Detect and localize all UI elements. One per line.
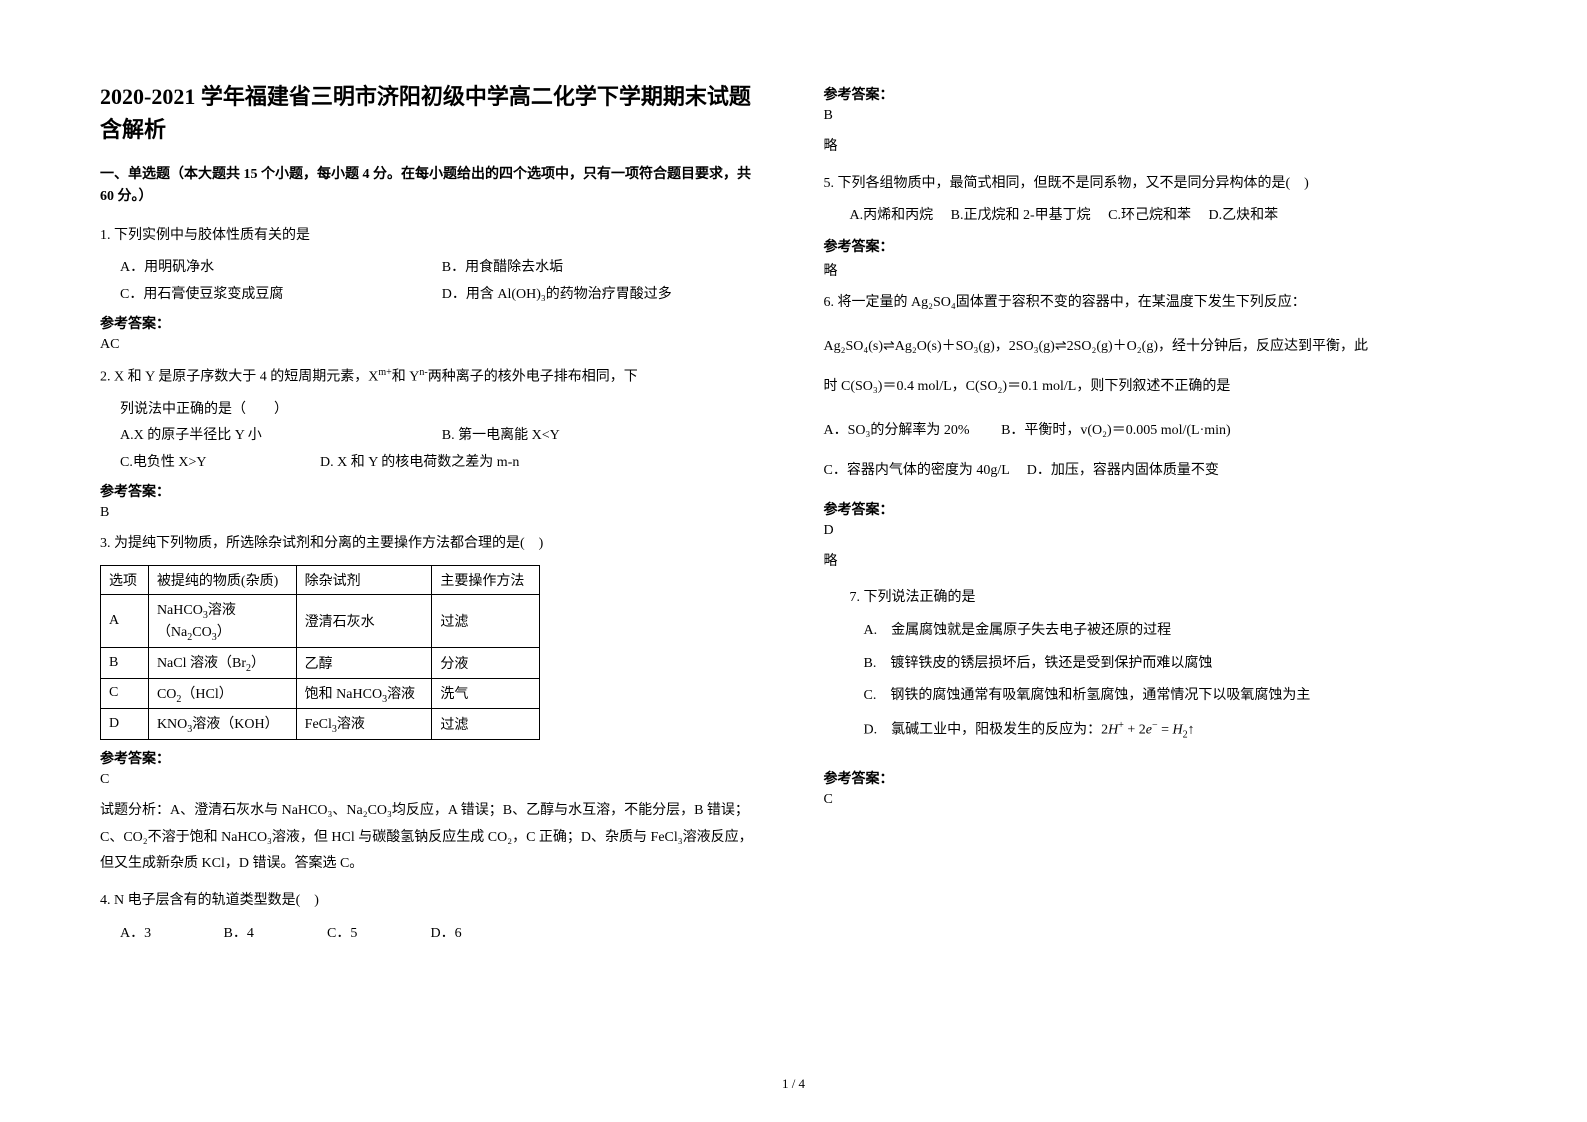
q2-c: C.电负性 X>Y <box>120 450 320 477</box>
q5-ans: 略 <box>824 260 1488 280</box>
q6-ans: D <box>824 523 1488 539</box>
q2-a: A.X 的原子半径比 Y 小 <box>120 423 442 450</box>
section-intro: 一、单选题（本大题共 15 个小题，每小题 4 分。在每小题给出的四个选项中，只… <box>100 164 764 209</box>
q5-opts: A.丙烯和丙烷 B.正戊烷和 2-甲基丁烷 C.环己烷和苯 D.乙炔和苯 <box>824 203 1488 230</box>
table-row: B NaCl 溶液（Br2） 乙醇 分液 <box>101 647 540 678</box>
q4-d: D．6 <box>431 921 531 948</box>
q2-row2: C.电负性 X>Y D. X 和 Y 的核电荷数之差为 m-n <box>100 450 764 477</box>
doc-title: 2020-2021 学年福建省三明市济阳初级中学高二化学下学期期末试题含解析 <box>100 80 764 146</box>
cell: 饱和 NaHCO3溶液 <box>296 678 432 709</box>
cell: 分液 <box>432 647 540 678</box>
q5-ans-label: 参考答案： <box>824 236 1488 256</box>
q6-stem: 6. 将一定量的 Ag₂SO₄固体置于容积不变的容器中，在某温度下发生下列反应： <box>824 290 1488 317</box>
q1-d: D．用含 Al(OH)₃的药物治疗胃酸过多 <box>442 282 764 309</box>
q7-stem: 7. 下列说法正确的是 <box>824 585 1488 612</box>
q7-d: D. 氯碱工业中，阳极发生的反应为：2H+ + 2e− = H2↑ <box>824 716 1488 744</box>
cell: NaHCO3溶液（Na2CO3） <box>148 595 296 648</box>
q1-row2: C．用石膏使豆浆变成豆腐 D．用含 Al(OH)₃的药物治疗胃酸过多 <box>100 282 764 309</box>
q2-stem2: 列说法中正确的是（ ） <box>100 397 764 424</box>
q7-ans-label: 参考答案： <box>824 768 1488 788</box>
q5-stem: 5. 下列各组物质中，最简式相同，但既不是同系物，又不是同分异构体的是( ) <box>824 171 1488 198</box>
cell: 洗气 <box>432 678 540 709</box>
q5-c: C.环己烷和苯 <box>1108 208 1191 223</box>
q6-b: B．平衡时，v(O₂)＝0.005 mol/(L·min) <box>1001 423 1231 438</box>
q2-d: D. X 和 Y 的核电荷数之差为 m-n <box>320 450 764 477</box>
q6-eq: Ag₂SO₄(s)⇌Ag₂O(s)＋SO₃(g)，2SO₃(g)⇌2SO₂(g)… <box>824 330 1488 364</box>
q4-analysis: 略 <box>824 134 1488 161</box>
q6-ans-label: 参考答案： <box>824 499 1488 519</box>
q5-a: A.丙烯和丙烷 <box>850 208 934 223</box>
q4-b: B．4 <box>224 921 324 948</box>
q1-a: A．用明矾净水 <box>120 255 442 282</box>
q7-c: C. 钢铁的腐蚀通常有吸氧腐蚀和析氢腐蚀，通常情况下以吸氧腐蚀为主 <box>824 683 1488 710</box>
q6-a: A．SO₃的分解率为 20% <box>824 423 970 438</box>
table-row: C CO2（HCl） 饱和 NaHCO3溶液 洗气 <box>101 678 540 709</box>
q6-d: D．加压，容器内固体质量不变 <box>1027 463 1219 478</box>
q4-a: A．3 <box>120 921 220 948</box>
q3-ans-label: 参考答案： <box>100 748 764 768</box>
cell: A <box>101 595 149 648</box>
q6-row2: C．容器内气体的密度为 40g/L D．加压，容器内固体质量不变 <box>824 458 1488 485</box>
spacer <box>824 750 1488 764</box>
q4-opts: A．3 B．4 C．5 D．6 <box>100 921 764 948</box>
q6-row1: A．SO₃的分解率为 20% B．平衡时，v(O₂)＝0.005 mol/(L·… <box>824 418 1488 445</box>
th-substance: 被提纯的物质(杂质) <box>148 566 296 595</box>
cell: NaCl 溶液（Br2） <box>148 647 296 678</box>
table-header-row: 选项 被提纯的物质(杂质) 除杂试剂 主要操作方法 <box>101 566 540 595</box>
q7-a: A. 金属腐蚀就是金属原子失去电子被还原的过程 <box>824 618 1488 645</box>
cell: 澄清石灰水 <box>296 595 432 648</box>
q5-b: B.正戊烷和 2-甲基丁烷 <box>951 208 1091 223</box>
q2-ans-label: 参考答案： <box>100 481 764 501</box>
left-column: 2020-2021 学年福建省三明市济阳初级中学高二化学下学期期末试题含解析 一… <box>100 80 764 1040</box>
cell: D <box>101 709 149 740</box>
q2-ans: B <box>100 505 764 521</box>
q1-stem: 1. 下列实例中与胶体性质有关的是 <box>100 223 764 250</box>
q7-ans: C <box>824 792 1488 808</box>
q1-c: C．用石膏使豆浆变成豆腐 <box>120 282 442 309</box>
q2-stem: 2. X 和 Y 是原子序数大于 4 的短周期元素，Xm+和 Yn-两种离子的核… <box>100 363 764 391</box>
q1-b: B．用食醋除去水垢 <box>442 255 764 282</box>
q6-c: C．容器内气体的密度为 40g/L <box>824 463 1010 478</box>
q3-analysis: 试题分析：A、澄清石灰水与 NaHCO₃、Na₂CO₃均反应，A 错误；B、乙醇… <box>100 798 764 878</box>
q6-eq2: 时 C(SO₃)＝0.4 mol/L，C(SO₂)＝0.1 mol/L，则下列叙… <box>824 370 1488 404</box>
th-method: 主要操作方法 <box>432 566 540 595</box>
cell: C <box>101 678 149 709</box>
page-container: 2020-2021 学年福建省三明市济阳初级中学高二化学下学期期末试题含解析 一… <box>100 80 1487 1040</box>
q5-d: D.乙炔和苯 <box>1208 208 1278 223</box>
q4-stem: 4. N 电子层含有的轨道类型数是( ) <box>100 888 764 915</box>
th-reagent: 除杂试剂 <box>296 566 432 595</box>
cell: CO2（HCl） <box>148 678 296 709</box>
cell: KNO3溶液（KOH） <box>148 709 296 740</box>
q1-ans-label: 参考答案： <box>100 313 764 333</box>
cell: B <box>101 647 149 678</box>
table-row: A NaHCO3溶液（Na2CO3） 澄清石灰水 过滤 <box>101 595 540 648</box>
q2-b: B. 第一电离能 X<Y <box>442 423 764 450</box>
cell: FeCl3溶液 <box>296 709 432 740</box>
q7-b: B. 镀锌铁皮的锈层损坏后，铁还是受到保护而难以腐蚀 <box>824 651 1488 678</box>
page-footer: 1 / 4 <box>0 1076 1587 1092</box>
q3-ans: C <box>100 772 764 788</box>
cell: 乙醇 <box>296 647 432 678</box>
q3-stem: 3. 为提纯下列物质，所选除杂试剂和分离的主要操作方法都合理的是( ) <box>100 531 764 558</box>
cell: 过滤 <box>432 709 540 740</box>
table-row: D KNO3溶液（KOH） FeCl3溶液 过滤 <box>101 709 540 740</box>
th-opt: 选项 <box>101 566 149 595</box>
q4-ans-label: 参考答案： <box>824 84 1488 104</box>
q1-row1: A．用明矾净水 B．用食醋除去水垢 <box>100 255 764 282</box>
right-column: 参考答案： B 略 5. 下列各组物质中，最简式相同，但既不是同系物，又不是同分… <box>824 80 1488 1040</box>
q3-table: 选项 被提纯的物质(杂质) 除杂试剂 主要操作方法 A NaHCO3溶液（Na2… <box>100 565 540 740</box>
q2-row1: A.X 的原子半径比 Y 小 B. 第一电离能 X<Y <box>100 423 764 450</box>
q1-ans: AC <box>100 337 764 353</box>
cell: 过滤 <box>432 595 540 648</box>
q4-c: C．5 <box>327 921 427 948</box>
q4-ans: B <box>824 108 1488 124</box>
q6-analysis: 略 <box>824 549 1488 576</box>
